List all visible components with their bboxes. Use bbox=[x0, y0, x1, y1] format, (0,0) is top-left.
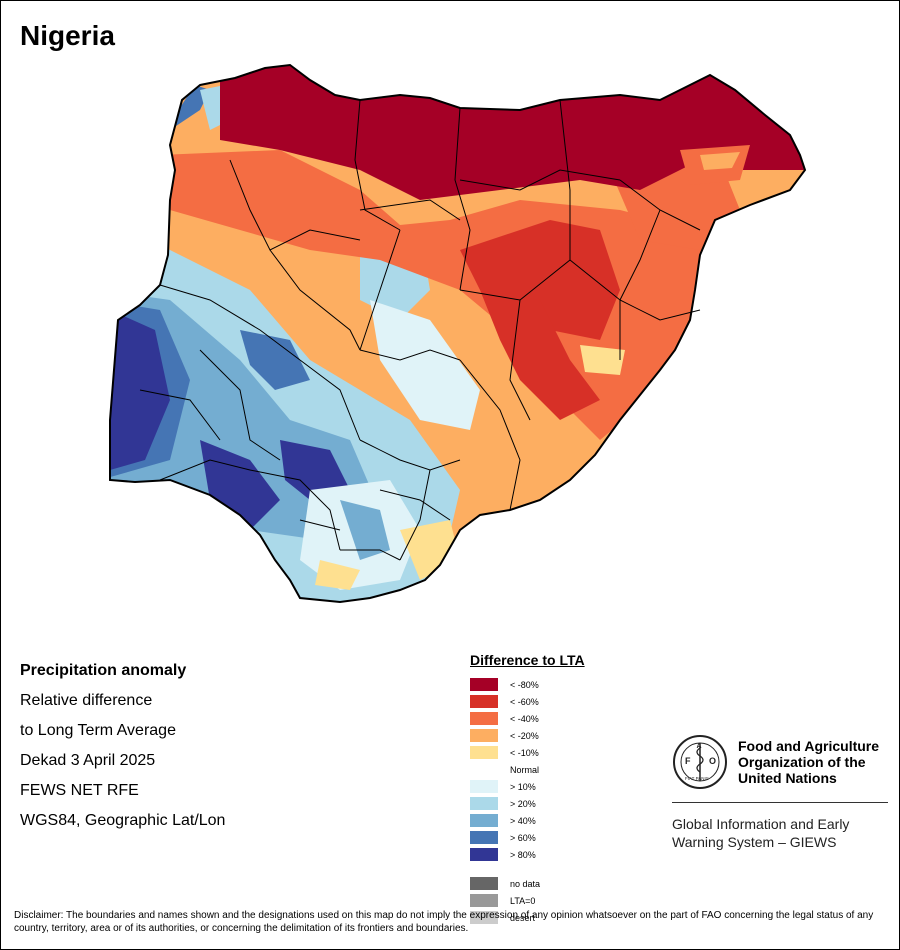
legend-swatch bbox=[470, 911, 498, 924]
legend: Difference to LTA < -80% < -60% < -40% <… bbox=[470, 652, 670, 926]
legend-label: > 10% bbox=[510, 781, 536, 792]
legend-item: > 20% bbox=[470, 795, 670, 812]
legend-label: > 20% bbox=[510, 798, 536, 809]
legend-item: > 10% bbox=[470, 778, 670, 795]
legend-swatch bbox=[470, 877, 498, 890]
legend-swatch bbox=[470, 814, 498, 827]
map-info: Precipitation anomaly Relative differenc… bbox=[20, 656, 225, 836]
legend-swatch bbox=[470, 746, 498, 759]
info-source: FEWS NET RFE bbox=[20, 782, 139, 799]
legend-item: Normal bbox=[470, 761, 670, 778]
legend-item: < -80% bbox=[470, 676, 670, 693]
legend-swatch bbox=[470, 678, 498, 691]
legend-label: > 80% bbox=[510, 849, 536, 860]
legend-swatch bbox=[470, 780, 498, 793]
legend-item: > 60% bbox=[470, 829, 670, 846]
legend-label: > 60% bbox=[510, 832, 536, 843]
legend-label: desert bbox=[510, 912, 536, 923]
legend-swatch bbox=[470, 763, 498, 776]
map-title: Nigeria bbox=[20, 20, 115, 51]
legend-swatch bbox=[470, 797, 498, 810]
fao-block: F O A FIAT PANIS Food and Agriculture Or… bbox=[672, 734, 888, 851]
giews-name: Global Information and Early Warning Sys… bbox=[672, 816, 850, 850]
info-projection: WGS84, Geographic Lat/Lon bbox=[20, 812, 226, 829]
legend-swatch bbox=[470, 831, 498, 844]
info-line2: to Long Term Average bbox=[20, 722, 176, 739]
legend-swatch bbox=[470, 848, 498, 861]
legend-label: < -80% bbox=[510, 679, 539, 690]
fao-name: Food and Agriculture Organization of the… bbox=[738, 738, 880, 786]
legend-classes: < -80% < -60% < -40% < -20% < -10% Norma… bbox=[470, 676, 670, 863]
legend-label: < -60% bbox=[510, 696, 539, 707]
info-period: Dekad 3 April 2025 bbox=[20, 752, 156, 769]
legend-item: desert bbox=[470, 909, 670, 926]
legend-swatch bbox=[470, 712, 498, 725]
legend-label: < -20% bbox=[510, 730, 539, 741]
fao-emblem-letter-a: A bbox=[697, 743, 702, 750]
legend-swatch bbox=[470, 729, 498, 742]
legend-label: > 40% bbox=[510, 815, 536, 826]
legend-label: < -40% bbox=[510, 713, 539, 724]
legend-swatch bbox=[470, 695, 498, 708]
fao-emblem-letter-o: O bbox=[709, 756, 716, 766]
legend-label: no data bbox=[510, 878, 541, 889]
fao-logo: F O A FIAT PANIS Food and Agriculture Or… bbox=[672, 734, 888, 790]
legend-label: Normal bbox=[510, 764, 540, 775]
fao-divider bbox=[672, 802, 888, 803]
anomaly-map bbox=[109, 63, 807, 604]
disclaimer: Disclaimer: The boundaries and names sho… bbox=[14, 910, 874, 934]
fao-emblem-motto: FIAT PANIS bbox=[685, 776, 709, 781]
legend-item: < -60% bbox=[470, 693, 670, 710]
legend-item: > 40% bbox=[470, 812, 670, 829]
info-heading: Precipitation anomaly bbox=[20, 662, 187, 679]
legend-label: LTA=0 bbox=[510, 895, 536, 906]
legend-item: no data bbox=[470, 875, 670, 892]
legend-extra: no data LTA=0 desert bbox=[470, 875, 670, 926]
legend-item: > 80% bbox=[470, 846, 670, 863]
legend-item: LTA=0 bbox=[470, 892, 670, 909]
legend-swatch bbox=[470, 894, 498, 907]
legend-item: < -10% bbox=[470, 744, 670, 761]
fao-emblem-letter-f: F bbox=[685, 756, 691, 766]
legend-label: < -10% bbox=[510, 747, 539, 758]
legend-item: < -20% bbox=[470, 727, 670, 744]
info-line1: Relative difference bbox=[20, 692, 153, 709]
fao-emblem-icon: F O A FIAT PANIS bbox=[673, 735, 727, 789]
legend-item: < -40% bbox=[470, 710, 670, 727]
legend-title: Difference to LTA bbox=[470, 652, 585, 668]
